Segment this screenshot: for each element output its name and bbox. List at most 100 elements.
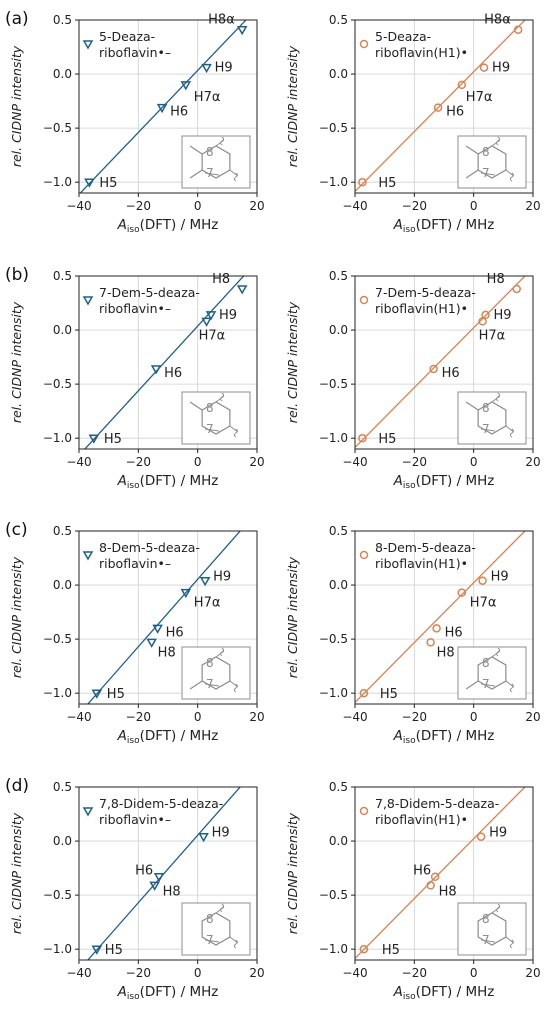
panel-tag: (a) [5,9,29,29]
position-label-7: 7 [206,677,214,691]
legend-line-2: riboflavin•– [99,301,171,316]
point-label: H8 [212,272,230,287]
x-axis-label-subscript: iso [127,225,140,235]
x-tick-label: 0 [194,710,202,724]
data-point [433,103,443,112]
structure-inset [457,902,527,956]
data-point [358,433,367,443]
x-axis-label-subscript: iso [403,992,416,1002]
data-point [426,881,435,890]
ring-bond [481,428,496,432]
y-tick-label: −0.5 [319,377,348,391]
data-point [479,63,489,72]
chart-panel-5: 8 7 H5 H8 H6 H7α H9 8-Dem-5-deaza-riboflavin•– −… [5,520,265,746]
position-label-8: 8 [206,145,214,159]
point-label: H5 [99,176,117,191]
point-label: H7α [199,328,226,343]
y-tick-label: −0.5 [319,632,348,646]
plot-frame [78,786,258,961]
structure-inset [181,391,251,445]
y-tick-label: −1.0 [43,942,72,956]
x-axis-label: Aiso(DFT) / MHz [117,728,219,746]
y-tick-label: −0.5 [319,888,348,902]
x-tick-label: −40 [342,966,367,980]
fit-line [355,20,526,192]
y-tick-label: 0.0 [53,834,72,848]
y-axis-label: rel. CIDNP intensity [285,45,300,167]
x-axis-label-symbol: A [393,217,403,233]
x-axis-label-symbol: A [117,217,127,233]
data-point [236,25,248,36]
x-tick-label: −40 [342,455,367,469]
x-tick-label: 0 [194,966,202,980]
x-axis-label-symbol: A [393,728,403,744]
x-tick-label: −20 [126,710,151,724]
point-label: H8 [158,645,176,660]
y-tick-label: −1.0 [319,175,348,189]
x-tick-label: 20 [249,455,264,469]
y-tick-label: 0.5 [329,524,348,538]
y-tick-label: −1.0 [319,942,348,956]
ring-bond [205,683,220,687]
point-label: H5 [378,176,396,191]
y-tick-label: −0.5 [43,632,72,646]
point-label: H6 [170,105,188,120]
data-point [198,832,209,843]
legend-marker [82,807,94,817]
y-axis-label: rel. CIDNP intensity [9,812,24,934]
panel-tag: (b) [5,265,29,285]
wavy-bond [229,680,239,693]
legend-line-1: 8-Dem-5-deaza- [375,540,476,555]
legend-marker [82,296,94,306]
legend-marker [82,551,94,561]
y-tick-label: −0.5 [43,888,72,902]
y-tick-label: 0.5 [329,13,348,27]
y-axis-label: rel. CIDNP intensity [285,301,300,423]
y-axis-label: rel. CIDNP intensity [9,301,24,423]
data-point [201,317,212,327]
point-label: H9 [489,826,507,841]
x-axis-label: Aiso(DFT) / MHz [117,217,219,235]
position-label-8: 8 [482,912,490,926]
y-tick-label: −1.0 [319,431,348,445]
legend-line-2: riboflavin•– [99,556,171,571]
data-point [88,434,100,444]
data-point [513,25,523,34]
x-axis-label: Aiso(DFT) / MHz [393,728,495,746]
y-axis-label: rel. CIDNP intensity [285,556,300,678]
y-tick-label: 0.5 [329,269,348,283]
point-label: H6 [413,864,431,879]
x-axis-label-subscript: iso [403,225,416,235]
position-label-8: 8 [206,401,214,415]
point-label: H9 [219,308,237,323]
x-tick-label: 0 [470,966,478,980]
fit-line [87,787,242,960]
y-tick-label: 0.5 [53,524,72,538]
data-point [201,63,212,74]
ring-bond [205,172,220,176]
legend-line-2: riboflavin(H1)• [375,556,468,571]
plot-frame [78,275,258,450]
point-label: H8 [487,272,505,287]
position-label-8: 8 [482,401,490,415]
point-label: H9 [212,826,230,841]
x-tick-label: 20 [249,710,264,724]
x-axis-label-unit: (DFT) / MHz [416,217,495,233]
legend-line-2: riboflavin•– [99,812,171,827]
x-axis-label-unit: (DFT) / MHz [140,984,219,1000]
y-axis-label: rel. CIDNP intensity [9,45,24,167]
legend-marker [359,295,369,305]
x-tick-label: 20 [525,966,540,980]
data-point [426,638,435,647]
wavy-bond [215,392,225,403]
x-tick-label: 0 [194,199,202,213]
panel-tag: (c) [5,520,28,540]
point-label: H7α [466,90,493,105]
point-label: H5 [380,687,398,702]
data-point [153,872,165,883]
y-tick-label: 0.5 [53,780,72,794]
ring-bond [481,939,496,943]
point-label: H5 [104,432,122,447]
fit-line [355,276,526,448]
wavy-bond [491,392,501,403]
